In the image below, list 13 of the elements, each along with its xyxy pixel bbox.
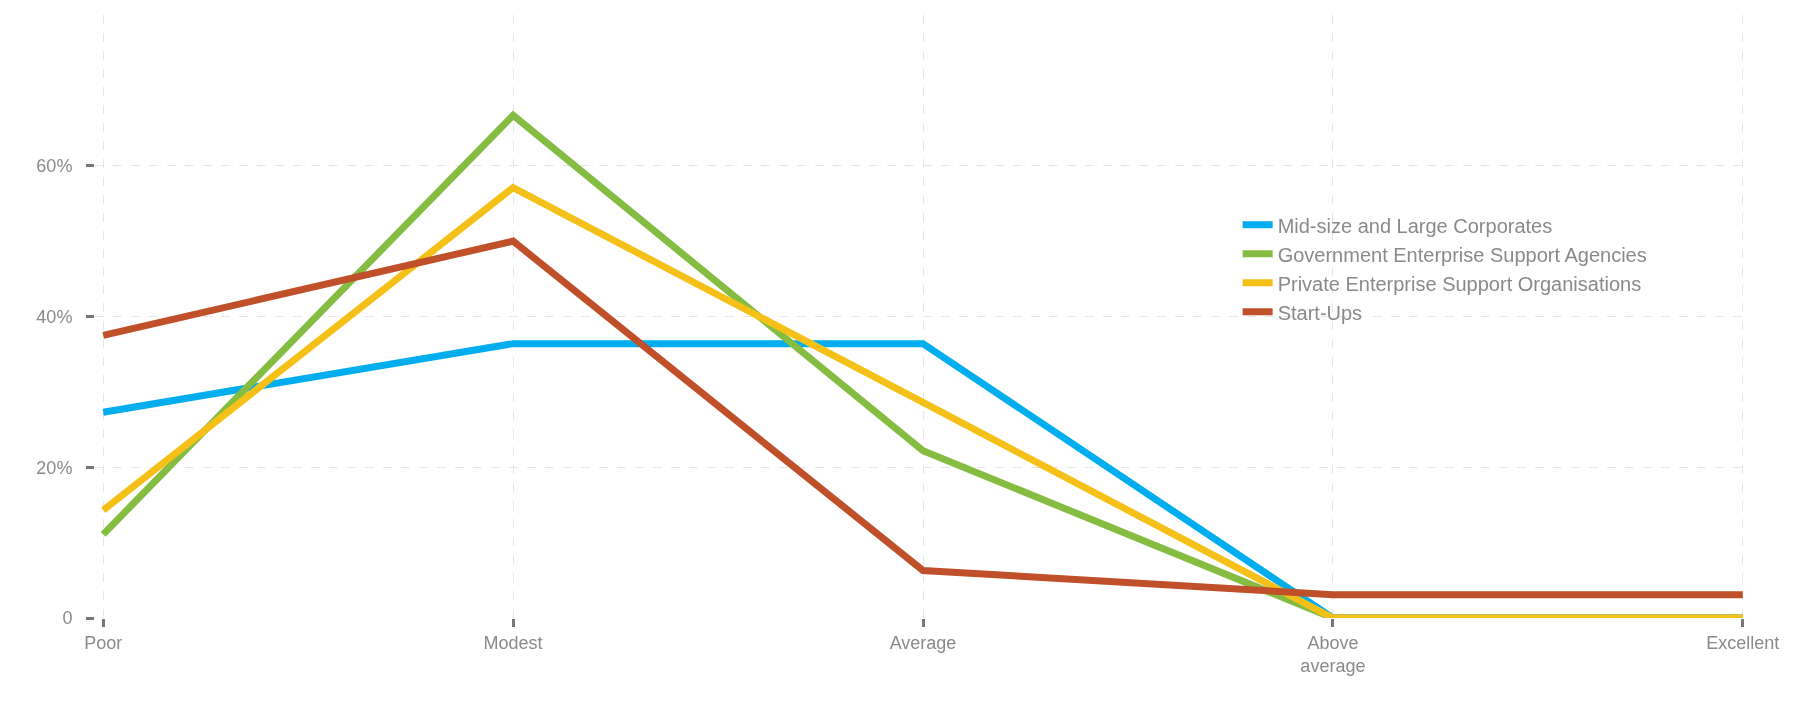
y-tick-label: 20% [36, 457, 83, 478]
x-tick-label: Poor [84, 632, 123, 653]
legend-label: Government Enterprise Support Agencies [1277, 243, 1647, 266]
y-tick-label: 40% [36, 306, 83, 327]
x-tick-label: Modest [483, 632, 543, 653]
y-tick-label: 0 [62, 608, 83, 629]
legend-label: Private Enterprise Support Organisations [1277, 272, 1642, 295]
legend-label: Start-Ups [1277, 301, 1363, 324]
legend-label: Mid-size and Large Corporates [1277, 214, 1553, 237]
x-tick-label: Above average [1300, 632, 1366, 676]
x-tick-label: Average [889, 632, 957, 653]
y-tick-label: 60% [36, 156, 83, 177]
x-tick-label: Excellent [1706, 632, 1780, 653]
